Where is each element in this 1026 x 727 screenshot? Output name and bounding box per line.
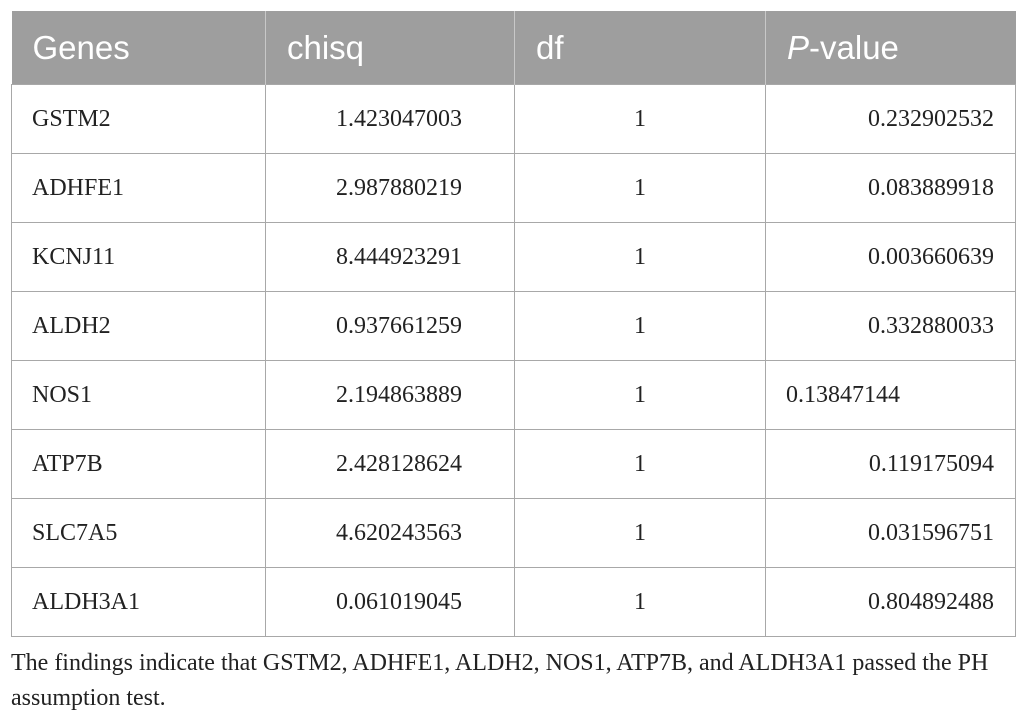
table-cell: 0.119175094 xyxy=(765,429,1016,499)
table-row: ALDH2 0.937661259 1 0.332880033 xyxy=(11,291,1016,361)
table-cell: 1.423047003 xyxy=(265,84,515,154)
table-row: ALDH3A1 0.061019045 1 0.804892488 xyxy=(11,567,1016,637)
table-row: GSTM2 1.423047003 1 0.232902532 xyxy=(11,84,1016,154)
table-cell: 0.937661259 xyxy=(265,291,515,361)
table-cell: 1 xyxy=(514,84,766,154)
table-row: KCNJ11 8.444923291 1 0.003660639 xyxy=(11,222,1016,292)
table-cell: 1 xyxy=(514,291,766,361)
table-cell: 1 xyxy=(514,222,766,292)
table-cell: ALDH2 xyxy=(11,291,266,361)
table-cell: 2.987880219 xyxy=(265,153,515,223)
header-cell: Genes xyxy=(11,11,266,85)
table-cell: 8.444923291 xyxy=(265,222,515,292)
table-row: ATP7B 2.428128624 1 0.119175094 xyxy=(11,429,1016,499)
table-cell: 0.031596751 xyxy=(765,498,1016,568)
table-cell: 4.620243563 xyxy=(265,498,515,568)
table-cell: 2.428128624 xyxy=(265,429,515,499)
table-cell: ATP7B xyxy=(11,429,266,499)
table-cell: 0.332880033 xyxy=(765,291,1016,361)
table-cell: 1 xyxy=(514,153,766,223)
footnote: The findings indicate that GSTM2, ADHFE1… xyxy=(11,650,989,711)
header-cell: P-value xyxy=(765,11,1016,85)
table-cell: 1 xyxy=(514,567,766,637)
table-body: GSTM2 1.423047003 1 0.232902532 ADHFE1 2.9878… xyxy=(11,84,1016,637)
table-cell: ADHFE1 xyxy=(11,153,266,223)
table-cell: 0.232902532 xyxy=(765,84,1016,154)
header-text: -value xyxy=(809,28,899,66)
header-cell: df xyxy=(514,11,766,85)
header-italic: P xyxy=(787,28,810,66)
table-cell: 0.061019045 xyxy=(265,567,515,637)
table-cell: NOS1 xyxy=(11,360,266,430)
table-cell: 0.13847144 xyxy=(765,360,1016,430)
table-cell: KCNJ11 xyxy=(11,222,266,292)
table-cell: 1 xyxy=(514,429,766,499)
table-row: ADHFE1 2.987880219 1 0.083889918 xyxy=(11,153,1016,223)
table-cell: ALDH3A1 xyxy=(11,567,266,637)
table-cell: 0.083889918 xyxy=(765,153,1016,223)
header-row: Genes chisq df P-value xyxy=(11,11,1016,85)
table-cell: 1 xyxy=(514,360,766,430)
table-cell: 0.804892488 xyxy=(765,567,1016,637)
header-cell: chisq xyxy=(265,11,515,85)
table-cell: GSTM2 xyxy=(11,84,266,154)
table-cell: SLC7A5 xyxy=(11,498,266,568)
table-row: NOS1 2.194863889 1 0.13847144 xyxy=(11,360,1016,430)
table-cell: 0.003660639 xyxy=(765,222,1016,292)
data-table: Genes chisq df P-value GSTM2 1.423047003 1… xyxy=(11,11,1016,637)
table-cell: 2.194863889 xyxy=(265,360,515,430)
table-cell: 1 xyxy=(514,498,766,568)
table-row: SLC7A5 4.620243563 1 0.031596751 xyxy=(11,498,1016,568)
